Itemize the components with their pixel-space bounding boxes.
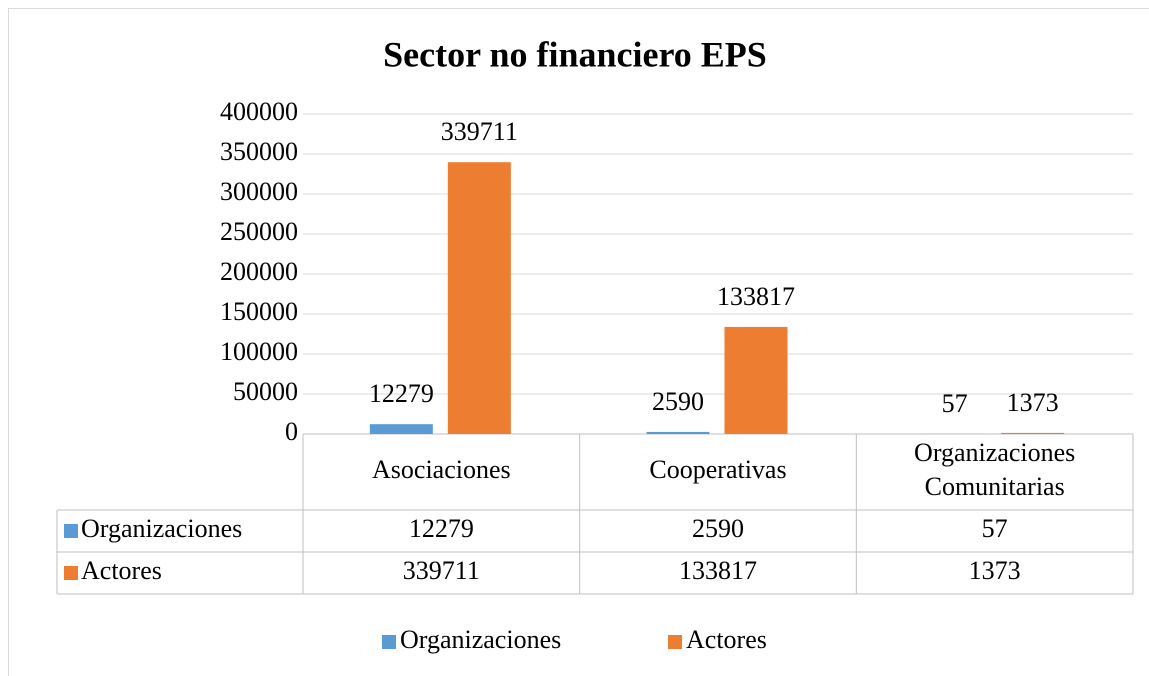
data-label: 1373 — [1007, 388, 1059, 417]
data-label: 57 — [942, 389, 968, 418]
x-tick-label: Asociaciones — [372, 455, 511, 484]
y-tick-label: 300000 — [220, 177, 298, 206]
bar — [1001, 432, 1065, 434]
legend-label: Actores — [686, 625, 767, 654]
x-tick-label: Cooperativas — [649, 455, 786, 484]
table-legend-key — [64, 524, 78, 538]
table-row-label: Actores — [81, 556, 162, 585]
legend-label: Organizaciones — [400, 625, 561, 654]
y-tick-label: 400000 — [220, 97, 298, 126]
y-tick-label: 50000 — [233, 377, 298, 406]
table-cell: 339711 — [403, 556, 480, 585]
chart-frame — [8, 8, 1149, 676]
legend-key — [382, 635, 396, 649]
y-tick-label: 350000 — [220, 137, 298, 166]
bar — [724, 326, 788, 434]
table-cell: 133817 — [679, 556, 757, 585]
data-label: 339711 — [441, 117, 518, 146]
table-cell: 1373 — [969, 556, 1021, 585]
x-tick-label: Organizaciones Comunitarias — [914, 438, 1075, 501]
y-tick-label: 0 — [285, 417, 298, 446]
legend-key — [668, 635, 682, 649]
bar — [646, 431, 710, 434]
y-tick-label: 200000 — [220, 257, 298, 286]
data-label: 2590 — [652, 387, 704, 416]
chart-title: Sector no financiero EPS — [383, 34, 767, 74]
table-cell: 2590 — [692, 514, 744, 543]
y-tick-label: 100000 — [220, 337, 298, 366]
table-legend-key — [64, 566, 78, 580]
table-cell: 57 — [982, 514, 1008, 543]
bar — [447, 162, 511, 434]
y-tick-label: 250000 — [220, 217, 298, 246]
table-row-label: Organizaciones — [81, 514, 242, 543]
data-label: 12279 — [369, 379, 434, 408]
data-label: 133817 — [717, 282, 795, 311]
table-cell: 12279 — [409, 514, 474, 543]
y-tick-label: 150000 — [220, 297, 298, 326]
bar — [369, 424, 433, 434]
